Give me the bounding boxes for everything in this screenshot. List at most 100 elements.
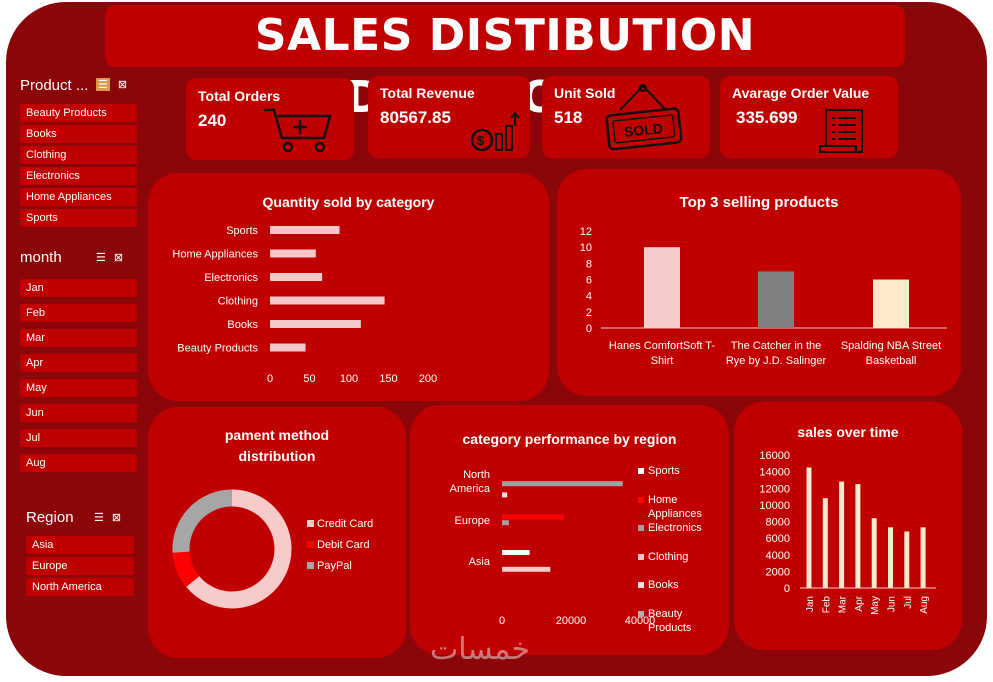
watermark-text: خمسات xyxy=(430,632,531,667)
clear-filter-icon[interactable]: ⊠ xyxy=(117,79,128,91)
dashboard-title: SALES DISTIBUTION DASHBOARD xyxy=(105,5,905,123)
x-tick-label: Apr xyxy=(854,595,865,611)
kpi-value: 335.699 xyxy=(736,108,798,127)
x-tick-label: 0 xyxy=(499,615,505,627)
card-qty-by-category: Quantity sold by category Sports Home App… xyxy=(148,173,549,401)
bar xyxy=(839,481,845,588)
y-tick-label: 2 xyxy=(586,307,592,319)
bar xyxy=(502,514,565,520)
y-tick-label: 0 xyxy=(784,583,790,595)
x-tick-label: 20000 xyxy=(556,615,587,627)
multi-select-icon[interactable]: ☰ xyxy=(94,512,104,524)
qty-by-category-chart: Sports Home Appliances Electronics Clothing… xyxy=(172,225,437,385)
category-tick-label: North America xyxy=(450,469,491,495)
slicer-item-month[interactable]: Aug xyxy=(20,454,137,472)
slicer-item-month[interactable]: Jul xyxy=(20,429,137,447)
legend-swatch xyxy=(638,468,644,474)
legend-label: Beauty Products xyxy=(648,608,692,634)
sales-over-time-chart: 0 2000 4000 6000 8000 10000 12000 14000 16000 Jan… xyxy=(759,450,936,615)
svg-text:$: $ xyxy=(477,133,485,148)
y-tick-label: 8 xyxy=(586,258,592,270)
slicer-item-product[interactable]: Books xyxy=(20,125,137,143)
y-tick-label: 12 xyxy=(580,226,592,238)
bar xyxy=(644,247,680,328)
y-tick-label: 6000 xyxy=(766,533,790,545)
bar xyxy=(270,273,323,281)
slicer-item-month[interactable]: Mar xyxy=(20,329,137,347)
x-tick-label: 150 xyxy=(379,373,397,385)
card-sales-over-time: sales over time 0 2000 4000 6000 8000 10000 12… xyxy=(734,402,962,650)
y-tick-label: 14000 xyxy=(759,467,790,479)
bar xyxy=(270,320,361,328)
category-tick-label: Home Appliances xyxy=(172,249,258,261)
bar xyxy=(855,484,861,588)
legend-swatch xyxy=(638,525,644,531)
month-slicer-tools: ☰ ⊠ xyxy=(96,251,123,264)
kpi-label: Total Orders xyxy=(198,88,281,104)
receipt-icon xyxy=(819,109,863,153)
bar xyxy=(270,343,306,352)
slicer-item-product[interactable]: Sports xyxy=(20,209,137,227)
sold-sign-icon: SOLD xyxy=(605,84,683,151)
slicer-item-region[interactable]: Asia xyxy=(26,536,134,554)
x-tick-label: May xyxy=(870,596,881,615)
bar xyxy=(806,467,812,588)
slicer-item-product[interactable]: Beauty Products xyxy=(20,104,137,122)
kpi-value: 80567.85 xyxy=(380,108,451,127)
category-tick-label: Europe xyxy=(455,515,490,527)
x-tick-label: 0 xyxy=(267,373,273,385)
kpi-unit-sold: Unit Sold 518 SOLD xyxy=(542,76,710,158)
y-tick-label: 4 xyxy=(586,291,592,303)
chart-title: pament method distribution xyxy=(224,427,330,464)
category-tick-label: Electronics xyxy=(204,272,258,284)
slicer-item-region[interactable]: Europe xyxy=(26,557,134,575)
clear-filter-icon[interactable]: ⊠ xyxy=(113,252,124,264)
slicer-item-product[interactable]: Home Appliances xyxy=(20,188,137,206)
month-slicer-header: month xyxy=(20,249,62,266)
bar xyxy=(270,249,316,258)
region-slicer-tools: ☰ ⊠ xyxy=(94,511,121,524)
x-tick-label: Jan xyxy=(805,596,816,612)
kpi-value: 518 xyxy=(554,108,583,127)
revenue-growth-icon: $ xyxy=(470,112,520,152)
bar xyxy=(502,520,509,526)
clear-filter-icon[interactable]: ⊠ xyxy=(111,512,122,524)
legend-label: Clothing xyxy=(648,551,688,563)
legend-label: Home Appliances xyxy=(648,494,702,520)
product-slicer-header: Product ... xyxy=(20,77,89,94)
y-tick-label: 0 xyxy=(586,323,592,335)
bar xyxy=(822,498,828,588)
x-tick-label: Feb xyxy=(821,596,832,614)
y-tick-label: 10000 xyxy=(759,500,790,512)
multi-select-icon[interactable]: ☰ xyxy=(96,78,110,91)
bar xyxy=(502,481,623,487)
slicer-item-month[interactable]: Jan xyxy=(20,279,137,297)
category-tick-label: Asia xyxy=(469,556,491,568)
x-tick-label: 40000 xyxy=(625,615,656,627)
slicer-item-region[interactable]: North America xyxy=(26,578,134,596)
legend-swatch xyxy=(638,582,644,588)
multi-select-icon[interactable]: ☰ xyxy=(96,252,106,264)
slicer-item-product[interactable]: Clothing xyxy=(20,146,137,164)
card-category-by-region: category performance by region North Amer… xyxy=(410,405,729,655)
slicer-item-product[interactable]: Electronics xyxy=(20,167,137,185)
kpi-value: 240 xyxy=(198,111,227,130)
y-tick-label: 4000 xyxy=(766,550,790,562)
slicer-item-month[interactable]: Feb xyxy=(20,304,137,322)
legend-label: PayPal xyxy=(317,560,352,572)
slicer-item-month[interactable]: Apr xyxy=(20,354,137,372)
y-tick-label: 2000 xyxy=(766,566,790,578)
top3-products-chart: 0 2 4 6 8 10 12 Hanes ComfortSoft T-Shirt The Ca… xyxy=(580,226,947,367)
bar xyxy=(502,550,530,555)
kpi-total-orders: Total Orders 240 xyxy=(186,78,354,160)
x-tick-label: 200 xyxy=(419,373,437,385)
legend-swatch xyxy=(638,497,644,503)
kpi-label: Total Revenue xyxy=(380,85,475,101)
bar xyxy=(270,226,340,234)
legend-swatch xyxy=(307,562,314,569)
chart-title: sales over time xyxy=(797,424,899,440)
x-tick-label: 50 xyxy=(303,373,315,385)
slicer-item-month[interactable]: May xyxy=(20,379,137,397)
slicer-item-month[interactable]: Jun xyxy=(20,404,137,422)
legend-swatch xyxy=(638,611,644,617)
